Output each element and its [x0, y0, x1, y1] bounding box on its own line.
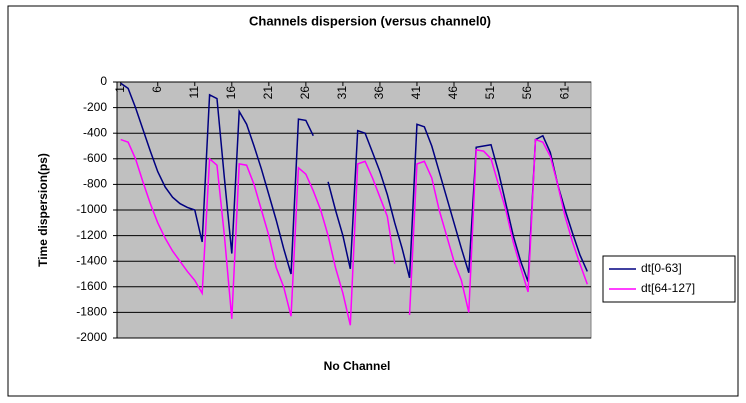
series-line: [120, 138, 589, 326]
y-tick-label: -200: [83, 100, 107, 114]
x-tick-label: 6: [150, 86, 164, 93]
y-tick-label: -1200: [76, 228, 107, 242]
x-tick-label: 56: [520, 86, 534, 100]
y-tick-label: -1600: [76, 279, 107, 293]
x-tick-label: 31: [335, 86, 349, 100]
chart-title: Channels dispersion (versus channel0): [249, 13, 491, 28]
x-tick-label: 16: [224, 86, 238, 100]
legend-box: [602, 255, 736, 303]
y-tick-label: -800: [83, 177, 107, 191]
x-tick-label: 41: [409, 86, 423, 100]
y-tick-label: -400: [83, 125, 107, 139]
x-axis-label: No Channel: [324, 359, 391, 373]
x-tick-label: 46: [446, 86, 460, 100]
x-tick-label: 1: [113, 86, 127, 93]
x-tick-label: 36: [372, 86, 386, 100]
x-tick-label: 26: [298, 86, 312, 100]
y-tick-label: 0: [100, 74, 107, 88]
y-axis-label: Time dispersion(ps): [36, 153, 50, 267]
series-line: [120, 82, 588, 282]
legend-label: dt[0-63]: [641, 261, 682, 275]
x-tick-label: 51: [483, 86, 497, 100]
y-tick-label: -1000: [76, 202, 107, 216]
y-tick-label: -1800: [76, 305, 107, 319]
x-tick-label: 61: [557, 86, 571, 100]
legend-label: dt[64-127]: [641, 281, 695, 295]
y-tick-label: -2000: [76, 330, 107, 344]
y-tick-label: -1400: [76, 253, 107, 267]
x-tick-label: 21: [261, 86, 275, 100]
x-tick-label: 11: [187, 86, 201, 99]
y-tick-label: -600: [83, 151, 107, 165]
